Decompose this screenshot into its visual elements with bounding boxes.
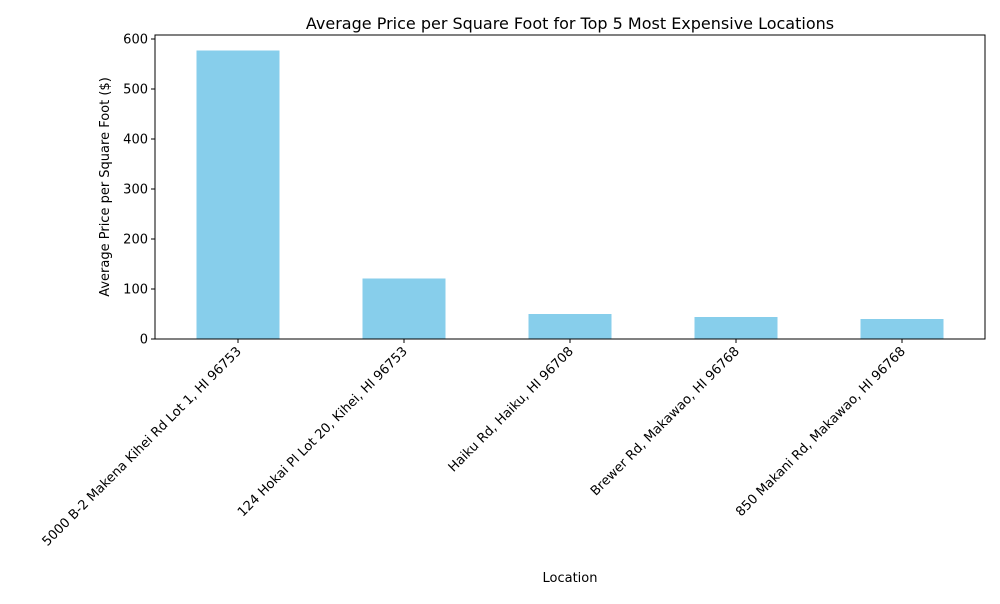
x-axis-label: Location <box>543 571 598 586</box>
x-tick-label: 124 Hokai Pl Lot 20, Kihei, HI 96753 <box>235 344 411 520</box>
y-axis: 0 100 200 300 400 500 600 <box>123 33 155 348</box>
y-tick-label: 0 <box>140 333 148 348</box>
x-axis: 5000 B-2 Makena Kihei Rd Lot 1, HI 96753… <box>40 339 909 549</box>
y-axis-label: Average Price per Square Foot ($) <box>98 77 113 297</box>
x-tick-label: 5000 B-2 Makena Kihei Rd Lot 1, HI 96753 <box>40 344 245 549</box>
bar-3 <box>528 314 612 339</box>
y-tick-label: 400 <box>123 133 148 148</box>
bar-1 <box>196 50 280 339</box>
chart-title: Average Price per Square Foot for Top 5 … <box>306 14 834 33</box>
x-tick-label: 850 Makani Rd, Makawao, HI 96768 <box>733 344 909 520</box>
y-tick-label: 300 <box>123 183 148 198</box>
y-tick-label: 200 <box>123 233 148 248</box>
bars-layer <box>196 50 944 339</box>
plot-frame <box>154 34 986 340</box>
x-tick-label: Brewer Rd, Makawao, HI 96768 <box>588 344 743 499</box>
y-tick-label: 600 <box>123 33 148 48</box>
y-tick-label: 100 <box>123 283 148 298</box>
bar-2 <box>362 278 446 339</box>
y-tick-label: 500 <box>123 83 148 98</box>
x-tick-label: Haiku Rd, Haiku, HI 96708 <box>446 344 577 475</box>
bar-5 <box>860 319 944 339</box>
bar-4 <box>694 317 778 339</box>
